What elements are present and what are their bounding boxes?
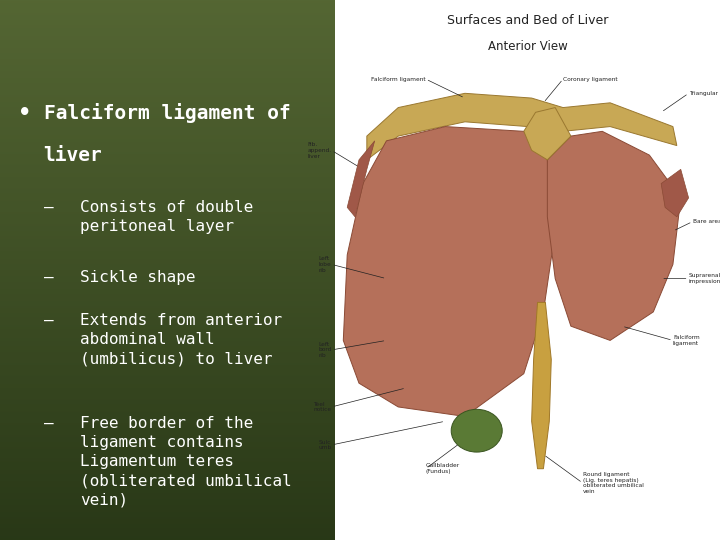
Text: •: • xyxy=(19,103,32,123)
Polygon shape xyxy=(367,93,677,160)
Text: Fib.
append.
liver: Fib. append. liver xyxy=(307,142,331,159)
Text: Left
bord
rib: Left bord rib xyxy=(318,342,331,358)
Text: Extends from anterior
abdominal wall
(umbilicus) to liver: Extends from anterior abdominal wall (um… xyxy=(81,313,282,367)
Text: Falciform ligament: Falciform ligament xyxy=(371,77,426,82)
Text: Free border of the
ligament contains
Ligamentum teres
(obliterated umbilical
vei: Free border of the ligament contains Lig… xyxy=(81,416,292,508)
Text: Anterior View: Anterior View xyxy=(487,40,567,53)
Text: Coronary ligament: Coronary ligament xyxy=(563,77,618,82)
Text: Sulc
umb: Sulc umb xyxy=(318,440,331,450)
Text: Consists of double
peritoneal layer: Consists of double peritoneal layer xyxy=(81,200,253,234)
Text: Round ligament
(Lig. teres hepatis)
obliterated umbilical
vein: Round ligament (Lig. teres hepatis) obli… xyxy=(582,472,644,494)
Polygon shape xyxy=(547,131,681,340)
Text: Falciform
ligament: Falciform ligament xyxy=(673,335,700,346)
Text: Bare area: Bare area xyxy=(693,219,720,224)
Text: –: – xyxy=(43,200,53,215)
Polygon shape xyxy=(343,126,555,416)
Text: Left
lobe
rib: Left lobe rib xyxy=(319,256,331,273)
Polygon shape xyxy=(347,141,374,217)
Polygon shape xyxy=(524,107,571,160)
Text: –: – xyxy=(43,416,53,431)
Text: Sickle shape: Sickle shape xyxy=(81,270,196,285)
Text: Triangular ligament: Triangular ligament xyxy=(688,91,720,96)
Ellipse shape xyxy=(451,409,503,452)
Polygon shape xyxy=(531,302,552,469)
Text: Falciform ligament of: Falciform ligament of xyxy=(43,103,290,123)
Text: Teel
notice: Teel notice xyxy=(313,402,331,413)
Text: –: – xyxy=(43,313,53,328)
Text: Surfaces and Bed of Liver: Surfaces and Bed of Liver xyxy=(446,14,608,26)
Text: Gallbladder
(Fundus): Gallbladder (Fundus) xyxy=(426,463,460,474)
Text: liver: liver xyxy=(43,146,102,165)
Text: –: – xyxy=(43,270,53,285)
Polygon shape xyxy=(661,170,688,217)
Text: Suprarenal
impression: Suprarenal impression xyxy=(688,273,720,284)
